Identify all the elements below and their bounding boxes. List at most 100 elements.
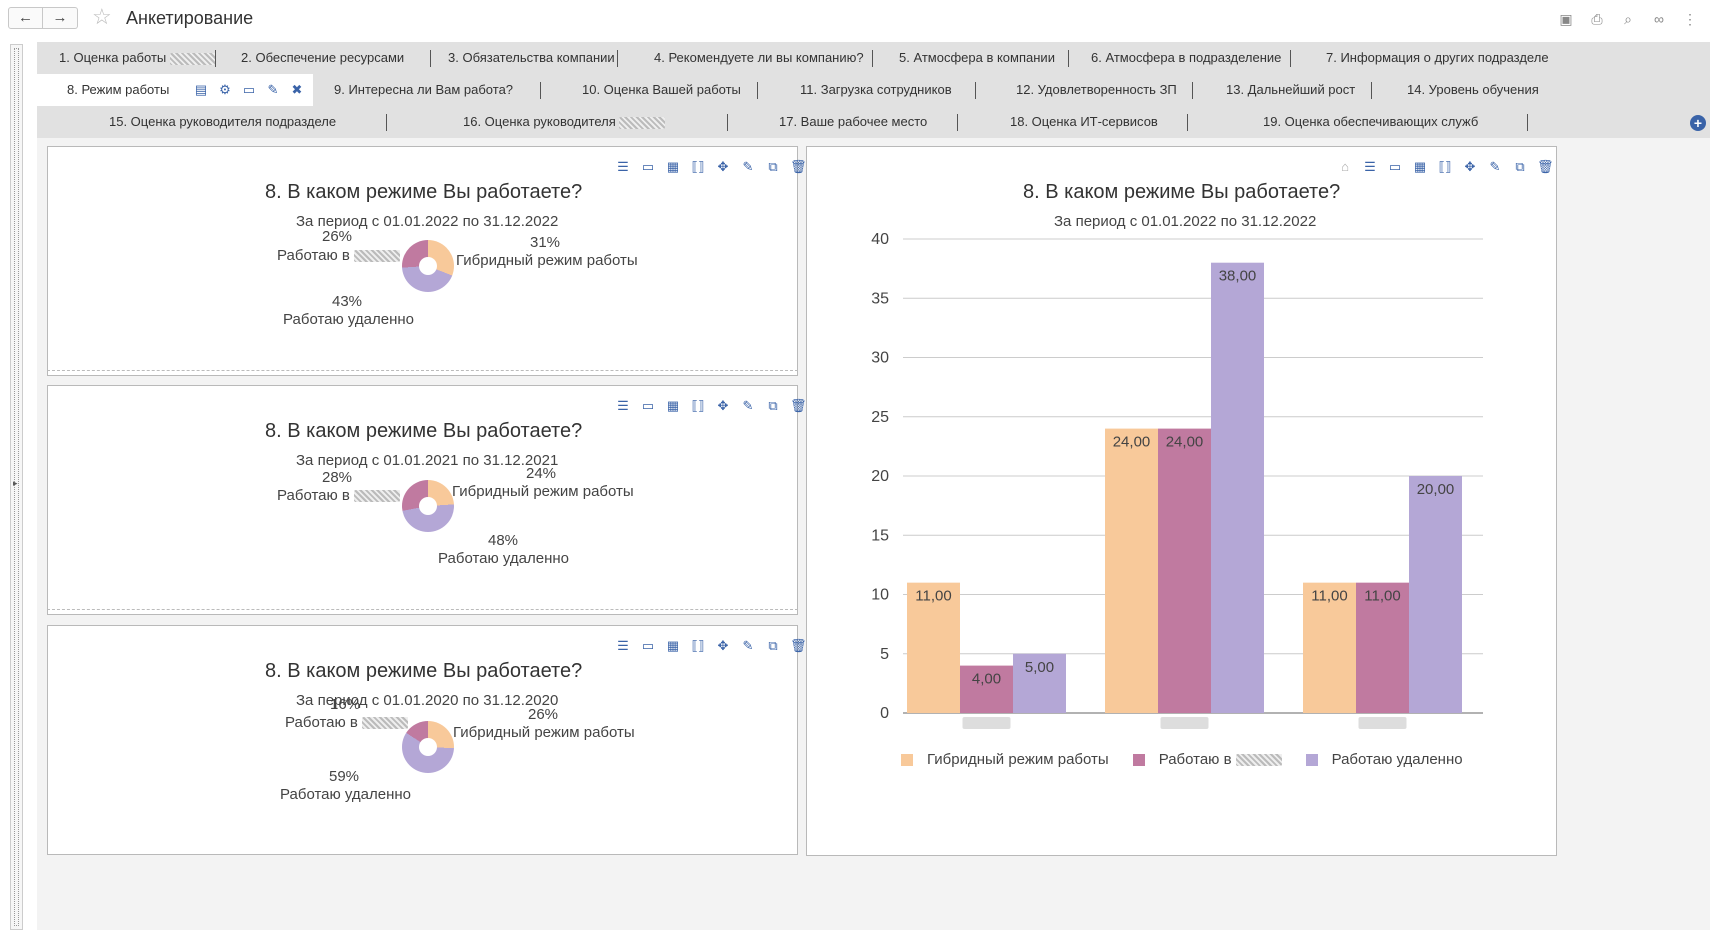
tab-7[interactable]: 7. Информация о других подразделе: [1326, 50, 1549, 65]
table-icon[interactable]: ▦: [666, 159, 680, 174]
pie-office-pct: 26%: [322, 228, 353, 245]
bar-chart-panel: ⌂ ☰ ▭ ▦ ⟦⟧ ✥ ✎ ⧉ 🗑 8. В каком режиме Вы …: [806, 146, 1557, 856]
preview-icon[interactable]: ⌕: [1624, 11, 1632, 27]
window-tools: ▣ ⎙ ⌕ ∞ ⋮: [1555, 9, 1701, 29]
comment-icon[interactable]: ▭: [641, 159, 655, 174]
settings-gear-icon[interactable]: ⚙: [219, 82, 231, 97]
code-icon[interactable]: ⟦⟧: [691, 638, 705, 653]
copy-icon[interactable]: ⧉: [768, 398, 778, 413]
copy-icon[interactable]: ⧉: [768, 159, 778, 174]
panel-toolbar: ☰ ▭ ▦ ⟦⟧ ✥ ✎ ⧉ 🗑: [615, 398, 806, 414]
bar-value-label: 20,00: [1417, 481, 1455, 498]
tab-12[interactable]: 12. Удовлетворенность ЗП: [1016, 82, 1177, 97]
table-icon[interactable]: ▦: [666, 398, 680, 413]
list-icon[interactable]: ☰: [1364, 159, 1376, 174]
pie-period: За период с 01.01.2020 по 31.12.2020: [296, 692, 559, 709]
tab-1[interactable]: 1. Оценка работы: [59, 42, 216, 74]
question-tabs: 1. Оценка работы 2. Обеспечение ресурсам…: [37, 42, 1710, 138]
tab-17[interactable]: 17. Ваше рабочее место: [779, 114, 928, 129]
delete-icon[interactable]: ✖: [291, 82, 303, 97]
edit-icon[interactable]: ✎: [742, 638, 754, 653]
edit-icon[interactable]: ✎: [742, 398, 754, 413]
pie-office-label: Работаю в: [277, 247, 401, 264]
tab-19[interactable]: 19. Оценка обеспечивающих служб: [1263, 114, 1479, 129]
trash-icon[interactable]: 🗑: [1537, 159, 1554, 174]
list-icon[interactable]: ☰: [617, 159, 629, 174]
tab-3[interactable]: 3. Обязательства компании: [448, 50, 615, 65]
bar-chart-period: За период с 01.01.2022 по 31.12.2022: [1054, 213, 1317, 230]
tab-4[interactable]: 4. Рекомендуете ли вы компанию?: [654, 50, 864, 65]
pie-period: За период с 01.01.2022 по 31.12.2022: [296, 213, 559, 230]
trash-icon[interactable]: 🗑: [790, 638, 807, 653]
panel-toolbar: ☰ ▭ ▦ ⟦⟧ ✥ ✎ ⧉ 🗑: [615, 159, 806, 175]
pie-remote-label: Работаю удаленно: [283, 311, 415, 328]
legend-remote: Работаю удаленно: [1331, 751, 1463, 768]
link-icon[interactable]: ∞: [1654, 11, 1664, 27]
window-title: Анкетирование: [126, 8, 254, 28]
code-icon[interactable]: ⟦⟧: [691, 159, 705, 174]
bar: [1158, 428, 1211, 713]
copy-icon[interactable]: ⧉: [768, 638, 778, 653]
edit-icon[interactable]: ✎: [742, 159, 754, 174]
tab-10[interactable]: 10. Оценка Вашей работы: [582, 82, 741, 97]
tab-15[interactable]: 15. Оценка руководителя подразделе: [109, 114, 337, 129]
tab-9[interactable]: 9. Интересна ли Вам работа?: [334, 82, 514, 97]
save-icon[interactable]: ▣: [1559, 11, 1573, 27]
list-icon[interactable]: ☰: [617, 638, 629, 653]
list-icon[interactable]: ☰: [617, 398, 629, 413]
category-label-blurred: [1358, 717, 1407, 729]
category-label-blurred: [962, 717, 1011, 729]
back-button[interactable]: ←: [8, 7, 43, 29]
more-icon[interactable]: ⋮: [1683, 11, 1697, 27]
code-icon[interactable]: ⟦⟧: [691, 398, 705, 413]
bar-value-label: 5,00: [1025, 659, 1054, 676]
tab-13[interactable]: 13. Дальнейший рост: [1226, 82, 1356, 97]
tab-5[interactable]: 5. Атмосфера в компании: [899, 50, 1055, 65]
pie-title: 8. В каком режиме Вы работаете?: [265, 420, 583, 442]
legend-hybrid: Гибридный режим работы: [927, 751, 1109, 768]
table-icon[interactable]: ▦: [666, 638, 680, 653]
pie-hybrid-pct: 31%: [530, 234, 561, 251]
trash-icon[interactable]: 🗑: [790, 159, 807, 174]
pie-office-label: Работаю в: [277, 487, 401, 504]
comment-icon[interactable]: ▭: [641, 638, 655, 653]
pie-office-label: Работаю в: [285, 714, 409, 731]
edit-icon[interactable]: ✎: [1489, 159, 1501, 174]
comment-icon[interactable]: ▭: [641, 398, 655, 413]
bar: [1356, 582, 1409, 713]
print-icon[interactable]: ⎙: [1591, 11, 1603, 27]
comment-icon[interactable]: ▭: [1388, 159, 1402, 174]
donut-chart: [402, 480, 454, 532]
left-collapse-panel[interactable]: [10, 44, 23, 930]
add-tab-icon[interactable]: +: [1690, 115, 1706, 131]
tab-8-active[interactable]: 8. Режим работы ▤ ⚙ ▭ ✎ ✖: [37, 74, 313, 106]
pie-title: 8. В каком режиме Вы работаете?: [265, 181, 583, 203]
pie-period: За период с 01.01.2021 по 31.12.2021: [296, 452, 559, 469]
tab-6[interactable]: 6. Атмосфера в подразделение: [1091, 50, 1282, 65]
home-icon[interactable]: ⌂: [1341, 159, 1349, 174]
tab-16[interactable]: 16. Оценка руководителя: [463, 106, 666, 138]
table-icon[interactable]: ▦: [1413, 159, 1427, 174]
forward-button[interactable]: →: [43, 7, 78, 29]
pie-hybrid-label: Гибридный режим работы: [456, 252, 638, 269]
tab-14[interactable]: 14. Уровень обучения: [1407, 82, 1539, 97]
move-icon[interactable]: ✥: [717, 159, 729, 174]
pie-hybrid-pct: 26%: [528, 706, 559, 723]
code-icon[interactable]: ⟦⟧: [1438, 159, 1452, 174]
move-icon[interactable]: ✥: [717, 638, 729, 653]
chart-icon[interactable]: ▤: [194, 82, 208, 97]
tab-11[interactable]: 11. Загрузка сотрудников: [800, 82, 952, 97]
pie-panel-2020: ☰ ▭ ▦ ⟦⟧ ✥ ✎ ⧉ 🗑 8. В каком режиме Вы ра…: [47, 625, 807, 855]
y-tick-label: 5: [880, 646, 889, 663]
expand-arrow-icon[interactable]: ▸: [13, 478, 18, 488]
trash-icon[interactable]: 🗑: [790, 398, 807, 413]
pie-hybrid-label: Гибридный режим работы: [452, 483, 634, 500]
tab-2[interactable]: 2. Обеспечение ресурсами: [241, 50, 405, 65]
favorite-star-icon[interactable]: ☆: [92, 4, 112, 29]
tab-18[interactable]: 18. Оценка ИТ-сервисов: [1010, 114, 1158, 129]
move-icon[interactable]: ✥: [1464, 159, 1476, 174]
move-icon[interactable]: ✥: [717, 398, 729, 413]
copy-icon[interactable]: ⧉: [1515, 159, 1525, 174]
edit-pencil-icon[interactable]: ✎: [267, 82, 279, 97]
comment-icon[interactable]: ▭: [242, 82, 256, 97]
